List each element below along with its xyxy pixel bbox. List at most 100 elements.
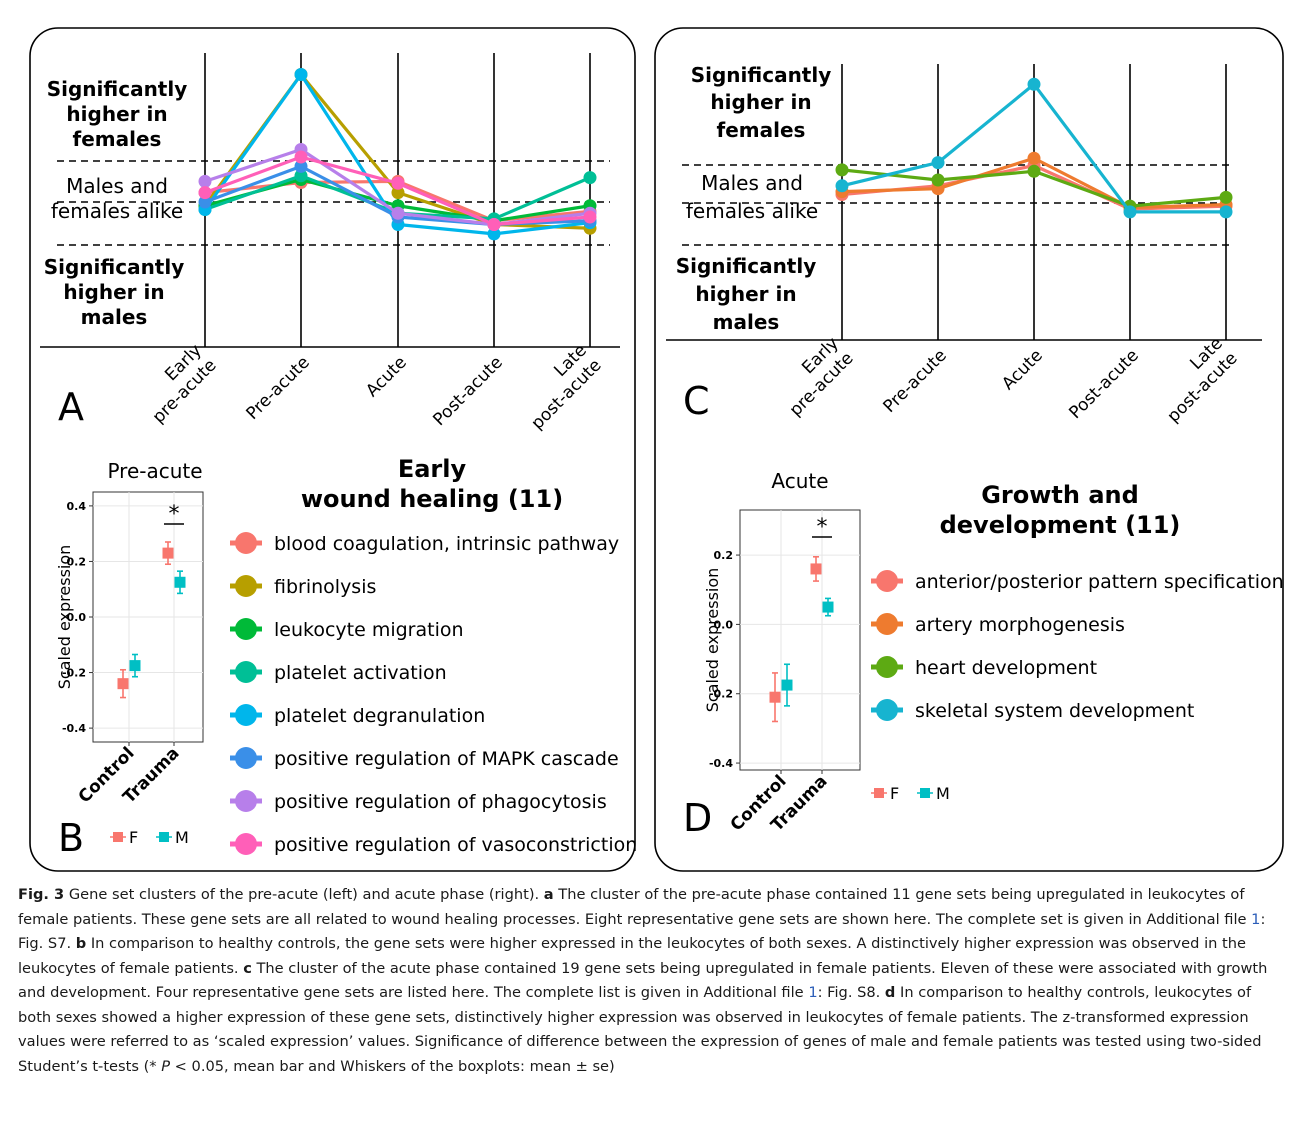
plot-frame <box>739 509 861 771</box>
c-cat-females-2: higher in <box>710 90 811 114</box>
legend-label-M: M <box>175 828 189 847</box>
legend-item-label-3: platelet activation <box>274 662 447 684</box>
plot-title: Pre-acute <box>107 459 202 483</box>
series-point-7-3 <box>487 218 501 231</box>
y-tick-label-3: -0.2 <box>62 667 86 680</box>
series-point-1-2 <box>1027 151 1041 165</box>
panel-d-plot: 0.20.0-0.2-0.4ControlTrauma*AcuteScaled … <box>703 469 861 836</box>
panel-a-x-tick-labels: Earlypre-acute Pre-acute Acute Post-acute La… <box>134 341 606 434</box>
panel-c-axes <box>666 64 1262 341</box>
x-tick-label-line: Acute <box>362 353 410 401</box>
plot-title: Acute <box>771 469 828 493</box>
caption-d-text: In comparison to healthy controls, leuko… <box>18 984 1262 1075</box>
series-point-4-1 <box>294 68 308 81</box>
c-cat-males-1: Significantly <box>676 254 817 278</box>
x-tick-label-3: Post-acute <box>1065 346 1142 423</box>
panel-b-plot: 0.40.20.0-0.2-0.4ControlTrauma*Pre-acute… <box>55 459 204 808</box>
caption-d-label: d <box>884 984 896 1001</box>
legend-label-F: F <box>890 784 899 803</box>
significance-star: * <box>817 515 828 540</box>
legend-item-label-0: blood coagulation, intrinsic pathway <box>274 533 619 555</box>
mean-point-0-0 <box>769 691 781 703</box>
legend-swatch-F <box>874 788 884 798</box>
legend-key-dot-3 <box>876 699 898 721</box>
mean-point-0-1 <box>162 547 174 559</box>
c-cat-females-3: females <box>717 118 806 142</box>
legend-item-label-4: platelet degranulation <box>274 705 485 727</box>
x-tick-label-line: Pre-acute <box>879 346 950 417</box>
y-axis-label: Scaled expression <box>703 568 722 713</box>
legend-swatch-F <box>113 832 123 842</box>
series-point-3-4 <box>583 171 597 185</box>
figure-caption: Fig. 3 Gene set clusters of the pre-acut… <box>18 883 1276 1079</box>
x-tick-label-3: Post-acute <box>429 353 506 430</box>
legend-key-dot-0 <box>235 532 257 554</box>
figure-canvas: Significantly higher in females Males an… <box>29 27 1284 872</box>
legend-item-label-0: anterior/posterior pattern specification <box>915 571 1284 593</box>
series-point-5-0 <box>198 195 212 209</box>
panel-d: 0.20.0-0.2-0.4ControlTrauma*AcuteScaled … <box>683 469 950 840</box>
gene-set-cluster-title-1: development (11) <box>940 511 1181 539</box>
c-cat-males-2: higher in <box>695 282 796 306</box>
panel-b: 0.40.20.0-0.2-0.4ControlTrauma*Pre-acute… <box>55 459 204 860</box>
y-tick-label-0: 0.2 <box>714 549 734 562</box>
series-point-3-4 <box>1219 205 1233 219</box>
series-point-7-0 <box>198 186 212 200</box>
a-cat-females-2: higher in <box>66 102 167 126</box>
panel-a-axes <box>40 53 620 348</box>
y-tick-label-2: -0.2 <box>709 688 733 701</box>
x-tick-label-line: Acute <box>998 346 1046 394</box>
series-point-3-1 <box>931 156 945 170</box>
caption-c-label: c <box>243 959 252 977</box>
y-axis-label: Scaled expression <box>55 545 74 690</box>
legend-key-dot-3 <box>235 661 257 683</box>
x-tick-label-2: Acute <box>362 353 410 401</box>
panel-c-x-tick-labels: Earlypre-acute Pre-acute Acute Post-acute La… <box>771 334 1242 427</box>
series-point-6-0 <box>198 174 212 188</box>
x-tick-label-0: Earlypre-acute <box>771 334 858 421</box>
x-tick-label-4: Latepost-acute <box>513 341 606 434</box>
x-tick-label-line: Pre-acute <box>242 353 313 424</box>
legend-key-dot-5 <box>235 747 257 769</box>
caption-b-label: b <box>75 935 87 952</box>
legend-item-label-3: skeletal system development <box>915 700 1194 722</box>
panel-letter-a: A <box>58 385 84 429</box>
caption-c-text-2: : Fig. S8. <box>817 984 885 1001</box>
caption-c-file-ref[interactable]: 1 <box>808 984 818 1001</box>
x-tick-label-0: Earlypre-acute <box>134 341 221 428</box>
legend-key-dot-6 <box>235 790 257 812</box>
series-point-3-2 <box>1027 77 1041 91</box>
y-tick-label-0: 0.4 <box>67 500 87 513</box>
gene-set-cluster-title-1: wound healing (11) <box>301 485 563 513</box>
caption-a-text-2: : Fig. S7. <box>18 910 1266 953</box>
series-point-2-0 <box>835 163 849 177</box>
series-point-1-2 <box>391 186 405 200</box>
c-cat-females-1: Significantly <box>691 63 832 87</box>
legend-label-M: M <box>936 784 950 803</box>
a-cat-females-3: females <box>73 127 162 151</box>
legend-item-label-5: positive regulation of MAPK cascade <box>274 748 619 770</box>
panel-letter-c: C <box>683 379 710 423</box>
legend-key-dot-7 <box>235 833 257 855</box>
x-tick-label-4: Latepost-acute <box>1149 334 1242 427</box>
legend-swatch-M <box>159 832 169 842</box>
legend-key-dot-2 <box>876 656 898 678</box>
series-point-3-0 <box>835 179 849 193</box>
y-tick-label-1: 0.0 <box>714 618 734 631</box>
caption-a-text-1: The cluster of the pre-acute phase conta… <box>18 886 1252 928</box>
caption-fig-label: Fig. 3 <box>18 886 65 903</box>
series-point-2-1 <box>931 173 945 187</box>
a-cat-males-3: males <box>81 305 148 329</box>
a-cat-alike-2: females alike <box>51 199 183 223</box>
panel-c: Significantly higher in females Males an… <box>666 63 1262 427</box>
caption-a-label: a <box>543 886 554 903</box>
x-tick-label-1: Pre-acute <box>879 346 950 417</box>
gene-set-cluster-title-0: Growth and <box>981 481 1139 509</box>
caption-a-file-ref[interactable]: 1 <box>1251 910 1261 928</box>
panel-a-lines <box>198 68 597 241</box>
mean-point-0-0 <box>117 678 129 690</box>
legend-key-dot-4 <box>235 704 257 726</box>
